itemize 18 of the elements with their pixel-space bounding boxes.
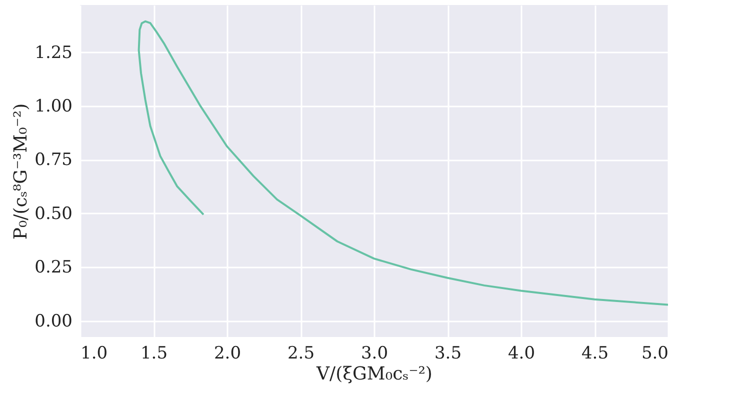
- line-series: [138, 20, 668, 306]
- y-tick-label: 1.25: [34, 42, 72, 63]
- y-tick-label: 0.25: [34, 258, 72, 278]
- x-axis-title: V/(ξGM₀cₛ⁻²): [316, 364, 432, 384]
- y-axis-title: P₀/(cₛ⁸G⁻³M₀⁻²): [10, 103, 32, 240]
- y-tick-label: 0.75: [34, 150, 72, 170]
- x-tick-label: 2.0: [214, 344, 242, 364]
- x-tick-label: 5.0: [641, 344, 668, 364]
- x-tick-label: 4.0: [508, 344, 536, 364]
- x-tick-label: 2.5: [287, 344, 315, 364]
- x-tick-label: 4.5: [581, 344, 609, 364]
- y-tick-label: 1.00: [34, 96, 72, 116]
- x-tick-label: 1.5: [140, 344, 168, 364]
- x-tick-label: 1.0: [80, 344, 108, 364]
- y-tick-label: 0.00: [34, 311, 72, 332]
- x-tick-label: 3.0: [360, 344, 388, 364]
- y-tick-label: 0.50: [34, 204, 72, 224]
- x-tick-label: 3.5: [434, 344, 462, 364]
